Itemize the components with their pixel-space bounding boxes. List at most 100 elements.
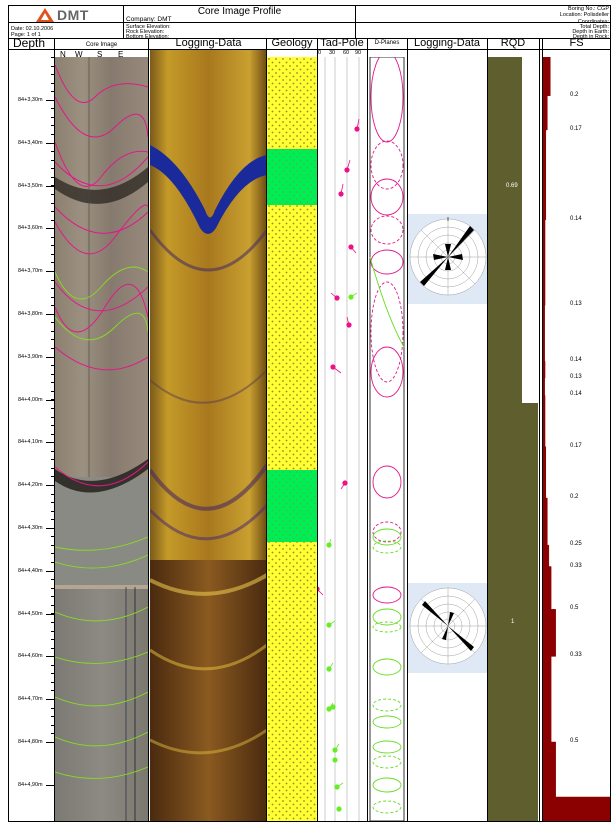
tadpole-scale-0: 0: [318, 50, 322, 56]
depth-minor-tick: [51, 690, 54, 692]
depth-minor-tick: [51, 476, 54, 478]
boring-number: Boring No.: CGP: [568, 6, 609, 12]
tadpole-scale-60: 60: [343, 50, 350, 56]
separator-tadpole: [367, 39, 368, 822]
depth-label: 84+4,10m: [18, 439, 43, 446]
depth-minor-tick: [51, 707, 54, 709]
depth-minor-tick: [51, 219, 54, 221]
column-header-logging-data-2: Logging-Data: [413, 37, 481, 49]
depth-tick: [46, 699, 54, 701]
depth-tick: [46, 228, 54, 230]
logging-data-image: [150, 50, 267, 821]
log-bottom-border: [8, 821, 611, 822]
depth-minor-tick: [51, 664, 54, 666]
depth-minor-tick: [51, 467, 54, 469]
depth-tick: [46, 356, 54, 358]
fs-value-label: 0.13: [570, 374, 582, 381]
depth-tick: [46, 100, 54, 101]
depth-minor-tick: [51, 339, 54, 341]
depth-minor-tick: [51, 724, 54, 726]
report-title: Core Image Profile: [197, 6, 282, 17]
depth-minor-tick: [51, 57, 54, 58]
depth-tick: [46, 399, 54, 401]
depth-minor-tick: [51, 313, 54, 315]
separator-log2: [487, 39, 488, 822]
depth-minor-tick: [51, 553, 54, 555]
separator-rqd: [539, 39, 540, 822]
depth-minor-tick: [51, 621, 54, 623]
fs-value-label: 0.33: [570, 562, 582, 569]
fs-value-label: 0.2: [570, 494, 579, 501]
fs-value-label: 0.33: [570, 652, 582, 659]
depth-minor-tick: [51, 502, 54, 504]
rock-elevation: Rock Elevation:: [126, 29, 165, 35]
depth-tick: [46, 442, 54, 444]
report-date: Date: 02.10.2006: [11, 26, 54, 32]
tadpole-scale-90: 90: [355, 50, 362, 56]
bottom-elevation: Bottom Elevation:: [126, 34, 170, 40]
depth-minor-tick: [51, 65, 54, 67]
depth-minor-tick: [51, 647, 54, 649]
depth-label: 84+4,30m: [18, 525, 43, 531]
depth-tick: [46, 528, 54, 529]
depth-tick: [46, 142, 54, 144]
depth-minor-tick: [51, 168, 54, 170]
core-image: [55, 57, 148, 821]
rqd-gap-upper: [522, 57, 538, 403]
separator-core-right: [148, 39, 149, 822]
depth-minor-tick: [51, 176, 54, 178]
separator-dplanes: [407, 39, 408, 822]
fs-value-label: 0.25: [570, 541, 582, 548]
separator-log1: [266, 39, 267, 822]
depth-label: 84+4,80m: [18, 739, 43, 745]
rose-diagram-lower: [408, 583, 487, 673]
depth-minor-tick: [51, 330, 54, 332]
depth-minor-tick: [51, 733, 54, 735]
column-header-underline: [8, 49, 611, 50]
depth-label: 84+4,20m: [18, 482, 43, 489]
depth-minor-tick: [51, 236, 54, 238]
depth-minor-tick: [51, 296, 54, 298]
depth-minor-tick: [51, 245, 54, 247]
depth-minor-tick: [51, 493, 54, 495]
depth-minor-tick: [51, 630, 54, 632]
column-header-logging-data-1: Logging-Data: [175, 37, 242, 49]
depth-minor-tick: [51, 202, 54, 204]
depth-minor-tick: [51, 716, 54, 718]
depth-minor-tick: [51, 656, 54, 658]
fs-value-label: 0.14: [570, 391, 582, 398]
depth-minor-tick: [51, 228, 54, 230]
dmt-logo-text: DMT: [57, 7, 89, 23]
depth-minor-tick: [51, 442, 54, 444]
header-divider-mid: [8, 22, 611, 23]
depth-minor-tick: [51, 271, 54, 272]
depth-minor-tick: [51, 450, 54, 452]
depth-label: 84+4,40m: [18, 567, 43, 574]
depth-minor-tick: [51, 382, 54, 384]
depth-label: 84+3,60m: [18, 225, 43, 232]
depth-in-rock: Depth in Rock:: [572, 34, 609, 40]
separator-geology: [317, 39, 318, 822]
fs-value-label: 0.14: [570, 215, 582, 222]
dmt-logo-icon: [36, 8, 54, 22]
company-name: Company: DMT: [126, 16, 172, 23]
depth-label: 84+3,70m: [18, 268, 43, 275]
depth-tick: [46, 185, 54, 187]
depth-tick: [46, 656, 54, 658]
depth-minor-tick: [51, 356, 54, 358]
depth-label: 84+3,30m: [18, 97, 43, 103]
depth-minor-tick: [51, 390, 54, 392]
compass-n: N: [59, 50, 67, 59]
coordinates: Coordinates:: [577, 19, 609, 25]
dmt-logo: DMT: [36, 7, 122, 23]
page-number: Page: 1 of 1: [11, 32, 41, 38]
depth-minor-tick: [51, 288, 54, 290]
depth-minor-tick: [51, 407, 54, 409]
depth-minor-tick: [51, 305, 54, 307]
column-header-depth: Depth: [12, 37, 46, 49]
separator-right: [610, 39, 611, 822]
depth-minor-tick: [51, 151, 54, 153]
column-header-tad-pole: Tad-Pole: [320, 37, 364, 49]
fs-value-label: 0.5: [570, 738, 579, 744]
fs-value-label: 0.13: [570, 301, 582, 308]
